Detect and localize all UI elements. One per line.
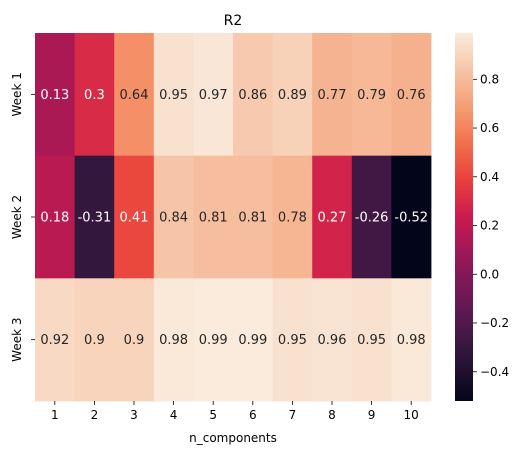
heatmap-cells: [35, 33, 432, 402]
cell-value-label: 0.27: [318, 211, 347, 226]
y-axis: Week 1 Week 2 Week 3: [10, 72, 35, 362]
heatmap-cell: [312, 155, 353, 279]
cell-value-label: 0.98: [159, 333, 188, 348]
x-tick-label: 2: [91, 408, 99, 422]
x-axis-label: n_components: [189, 431, 277, 445]
heatmap-cell: [391, 278, 432, 402]
cell-value-label: -0.26: [355, 211, 389, 226]
cell-value-label: 0.64: [120, 88, 149, 103]
colorbar-tick-label: −0.2: [480, 316, 509, 330]
cell-value-label: 0.98: [397, 333, 426, 348]
cell-value-label: 0.89: [278, 88, 307, 103]
colorbar-gradient: [455, 33, 473, 401]
cell-value-label: 0.92: [40, 333, 69, 348]
heatmap-cell: [74, 278, 115, 402]
x-axis: 1 2 3 4 5 6 7 8 9 10: [51, 401, 419, 422]
cell-value-label: 0.41: [120, 211, 149, 226]
cell-value-label: 0.78: [278, 211, 307, 226]
x-tick-label: 4: [170, 408, 178, 422]
heatmap-cell: [114, 33, 155, 157]
colorbar-tick-label: 0.8: [480, 72, 499, 86]
y-tick-label: Week 3: [10, 318, 24, 362]
heatmap-cell: [35, 33, 75, 157]
cell-value-label: 0.3: [84, 88, 105, 103]
heatmap-cell: [193, 33, 234, 157]
cell-value-labels: 0.13 0.3 0.64 0.95 0.97 0.86 0.89 0.77 0.79 0.76 0…: [40, 88, 428, 348]
x-tick-label: 10: [404, 408, 419, 422]
cell-value-label: 0.81: [238, 211, 267, 226]
heatmap-cell: [35, 278, 75, 402]
colorbar: 0.8 0.6 0.4 0.2 0.0 −0.2 −0.4: [455, 33, 509, 401]
heatmap-cell: [114, 155, 155, 279]
heatmap-cell: [272, 155, 313, 279]
colorbar-tick-label: 0.4: [480, 170, 499, 184]
heatmap-cell: [312, 33, 353, 157]
cell-value-label: 0.95: [159, 88, 188, 103]
cell-value-label: -0.31: [78, 211, 112, 226]
cell-value-label: 0.9: [84, 333, 105, 348]
heatmap-cell: [351, 33, 392, 157]
heatmap-cell: [74, 155, 115, 279]
cell-value-label: 0.99: [238, 333, 267, 348]
heatmap-cell: [153, 155, 194, 279]
x-tick-label: 7: [289, 408, 297, 422]
cell-value-label: 0.77: [318, 88, 347, 103]
cell-value-label: 0.96: [318, 333, 347, 348]
colorbar-tick-label: 0.6: [480, 121, 499, 135]
heatmap-cell: [233, 155, 273, 279]
heatmap-cell: [312, 278, 353, 402]
cell-value-label: 0.97: [199, 88, 228, 103]
y-tick-label: Week 1: [10, 72, 24, 116]
cell-value-label: 0.95: [357, 333, 386, 348]
x-tick-label: 8: [328, 408, 336, 422]
heatmap-cell: [35, 155, 75, 279]
colorbar-tick-label: 0.2: [480, 219, 499, 233]
cell-value-label: 0.79: [357, 88, 386, 103]
heatmap-cell: [193, 155, 234, 279]
cell-value-label: 0.13: [40, 88, 69, 103]
cell-value-label: 0.18: [40, 211, 69, 226]
colorbar-tick-label: 0.0: [480, 267, 499, 281]
heatmap-cell: [391, 33, 432, 157]
cell-value-label: 0.9: [124, 333, 145, 348]
heatmap-cell: [233, 278, 273, 402]
x-tick-label: 9: [368, 408, 376, 422]
heatmap-cell: [391, 155, 432, 279]
heatmap-cell: [193, 278, 234, 402]
heatmap-cell: [153, 33, 194, 157]
cell-value-label: 0.84: [159, 211, 188, 226]
chart-title: R2: [224, 13, 243, 29]
cell-value-label: 0.81: [199, 211, 228, 226]
cell-value-label: -0.52: [394, 211, 428, 226]
cell-value-label: 0.95: [278, 333, 307, 348]
cell-value-label: 0.99: [199, 333, 228, 348]
x-tick-label: 6: [249, 408, 257, 422]
colorbar-tick-label: −0.4: [480, 365, 509, 379]
heatmap-cell: [114, 278, 155, 402]
y-tick-label: Week 2: [10, 195, 24, 239]
x-tick-label: 5: [209, 408, 217, 422]
heatmap-cell: [351, 278, 392, 402]
heatmap-cell: [272, 33, 313, 157]
cell-value-label: 0.86: [238, 88, 267, 103]
heatmap-cell: [153, 278, 194, 402]
x-tick-label: 3: [130, 408, 138, 422]
x-tick-label: 1: [51, 408, 59, 422]
heatmap-cell: [233, 33, 273, 157]
heatmap-cell: [351, 155, 392, 279]
heatmap-cell: [272, 278, 313, 402]
heatmap-cell: [74, 33, 115, 157]
cell-value-label: 0.76: [397, 88, 426, 103]
